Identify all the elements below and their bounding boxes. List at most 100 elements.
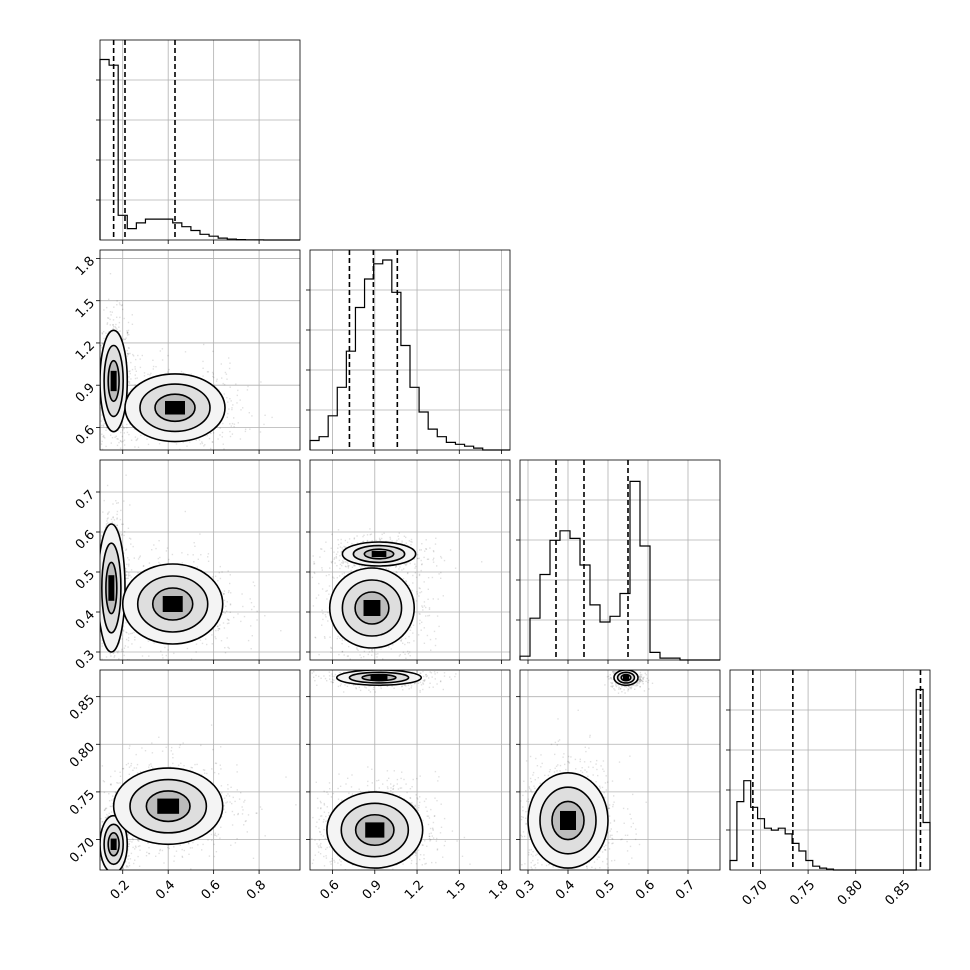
scatter-point: [119, 330, 121, 332]
scatter-point: [433, 630, 436, 633]
scatter-point: [142, 565, 145, 567]
scatter-point: [112, 795, 114, 797]
scatter-point: [130, 569, 133, 571]
scatter-point: [333, 551, 335, 553]
scatter-point: [415, 600, 418, 602]
scatter-point: [230, 592, 232, 594]
scatter-point: [416, 558, 419, 560]
scatter-point: [328, 585, 331, 587]
scatter-point: [182, 742, 184, 744]
scatter-point: [195, 651, 197, 653]
scatter-point: [228, 622, 230, 624]
scatter-point: [220, 591, 223, 593]
scatter-point: [223, 383, 226, 386]
scatter-point: [104, 807, 107, 810]
x-tick-label: 0.75: [787, 878, 818, 909]
scatter-point: [228, 590, 230, 592]
scatter-point: [454, 567, 457, 569]
scatter-point: [342, 562, 344, 564]
scatter-point: [398, 532, 400, 534]
scatter-point: [340, 542, 342, 544]
scatter-point: [387, 568, 390, 570]
scatter-point: [126, 352, 129, 355]
scatter-point: [343, 572, 345, 574]
scatter-point: [321, 569, 323, 571]
scatter-point: [101, 414, 103, 416]
scatter-point: [121, 523, 123, 525]
scatter-point: [413, 598, 416, 600]
scatter-point: [396, 571, 398, 574]
scatter-point: [190, 373, 193, 375]
scatter-point: [113, 325, 115, 328]
scatter-point: [336, 565, 338, 567]
scatter-point: [344, 539, 347, 542]
scatter-point: [103, 781, 106, 783]
scatter-point: [126, 431, 129, 434]
scatter-point: [193, 542, 195, 544]
scatter-point: [321, 624, 323, 626]
scatter-point: [128, 565, 130, 567]
scatter-point: [186, 445, 188, 447]
scatter-point: [127, 833, 129, 835]
scatter-point: [405, 563, 407, 565]
scatter-point: [122, 868, 124, 870]
scatter-point: [414, 567, 416, 569]
scatter-point: [180, 762, 182, 764]
scatter-point: [189, 847, 192, 849]
scatter-point: [137, 572, 139, 574]
scatter-point: [423, 642, 426, 644]
scatter-point: [130, 543, 132, 545]
scatter-point: [126, 427, 128, 429]
scatter-point: [263, 423, 265, 426]
scatter-point: [244, 428, 247, 430]
scatter-point: [223, 805, 225, 807]
scatter-point: [165, 550, 168, 552]
scatter-point: [130, 439, 133, 441]
scatter-point: [123, 630, 125, 632]
scatter-point: [117, 429, 119, 432]
scatter-point: [397, 535, 399, 537]
scatter-point: [218, 628, 220, 630]
scatter-point: [128, 862, 130, 864]
scatter-point: [381, 533, 383, 536]
scatter-point: [101, 347, 103, 349]
scatter-point: [147, 640, 150, 642]
y-tick-label: 1.2: [73, 338, 98, 363]
scatter-point: [126, 334, 129, 336]
scatter-point: [153, 544, 155, 546]
scatter-point: [130, 378, 132, 380]
scatter-point: [117, 331, 119, 333]
scatter-point: [131, 314, 133, 316]
scatter-point: [338, 559, 341, 562]
scatter-point: [425, 548, 428, 550]
scatter-point: [127, 527, 130, 529]
scatter-point: [356, 542, 359, 544]
scatter-point: [217, 625, 219, 627]
scatter-point: [123, 427, 125, 430]
scatter-point: [247, 814, 250, 816]
scatter-point: [168, 558, 170, 561]
scatter-point: [111, 311, 113, 313]
scatter-point: [116, 304, 118, 306]
scatter-point: [104, 808, 107, 810]
scatter-point: [128, 572, 130, 574]
scatter-point: [181, 562, 183, 564]
scatter-point: [214, 826, 216, 828]
scatter-point: [389, 538, 392, 540]
scatter-point: [251, 608, 253, 611]
scatter-point: [224, 371, 227, 374]
scatter-point: [333, 577, 335, 579]
scatter-point: [167, 371, 169, 373]
pair-content: [100, 724, 297, 870]
scatter-point: [221, 816, 223, 818]
scatter-point: [245, 820, 247, 822]
scatter-point: [126, 331, 128, 334]
scatter-point: [248, 412, 250, 414]
pair-content: [100, 474, 282, 660]
scatter-point: [207, 560, 210, 562]
scatter-point: [331, 562, 333, 564]
scatter-point: [124, 861, 126, 863]
scatter-point: [128, 843, 130, 845]
scatter-point: [127, 574, 130, 576]
scatter-point: [190, 658, 193, 660]
